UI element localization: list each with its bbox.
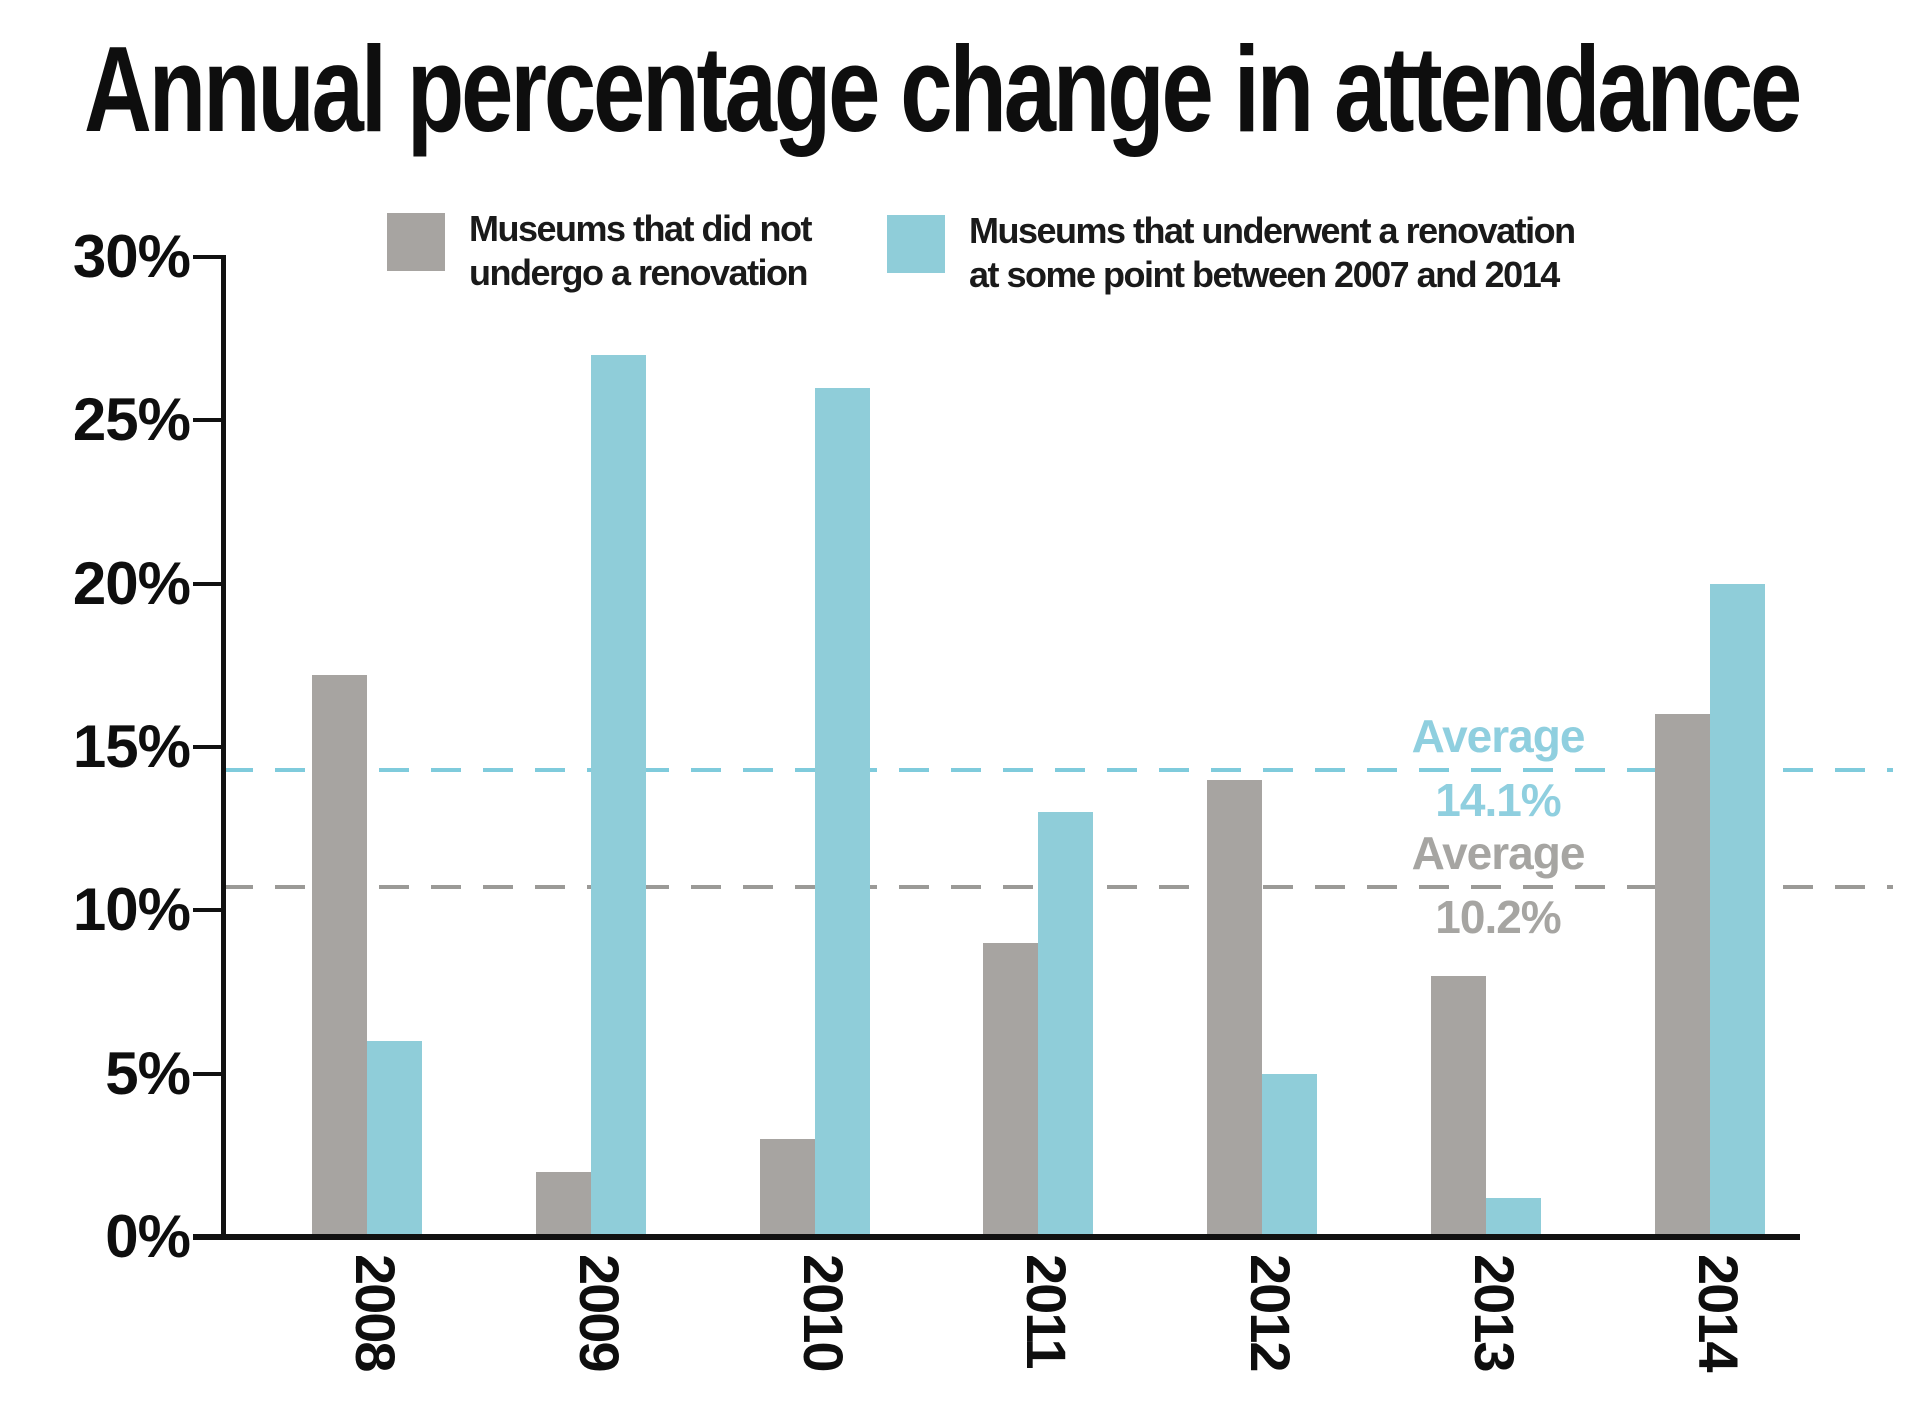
- legend-label-not-renovated: Museums that did not undergo a renovatio…: [469, 207, 813, 295]
- average-label-value: 10.2%: [1435, 891, 1561, 944]
- x-axis-label-2014: 2014: [1687, 1254, 1750, 1371]
- y-axis-tick-label: 20%: [72, 549, 191, 617]
- x-axis-label-2009: 2009: [568, 1254, 631, 1371]
- bar-2011-not_renovated: [983, 943, 1038, 1237]
- bar-2014-renovated: [1710, 584, 1765, 1237]
- average-label-value: 14.1%: [1435, 773, 1561, 826]
- average-label-text: Average: [1411, 709, 1586, 762]
- average-label-text: Average: [1411, 827, 1586, 880]
- y-axis-tick: [193, 744, 223, 749]
- y-axis-line: [221, 254, 226, 1237]
- y-axis-tick-label: 5%: [105, 1039, 191, 1107]
- bar-2011-renovated: [1038, 812, 1093, 1237]
- average-line-renovated_avg: [223, 767, 1893, 772]
- average-label-renovated_avg: Average 14.1%: [1248, 708, 1748, 828]
- x-axis-label-2008: 2008: [344, 1254, 407, 1371]
- chart-title: Annual percentage change in attendance: [84, 21, 1802, 157]
- y-axis-tick: [193, 418, 223, 423]
- x-axis-label-2013: 2013: [1463, 1254, 1526, 1371]
- bar-2012-not_renovated: [1207, 780, 1262, 1237]
- bar-2008-not_renovated: [312, 675, 367, 1237]
- x-axis-label-2010: 2010: [792, 1254, 855, 1371]
- y-axis-tick-label: 10%: [72, 876, 191, 944]
- legend-label-line: at some point between 2007 and 2014: [969, 254, 1560, 295]
- x-axis-label-2011: 2011: [1015, 1254, 1078, 1368]
- bar-2009-not_renovated: [536, 1172, 591, 1237]
- bar-2010-renovated: [815, 388, 870, 1237]
- average-label-not_renovated_avg: Average 10.2%: [1248, 825, 1748, 945]
- y-axis-tick: [193, 254, 223, 259]
- y-axis-tick: [193, 1071, 223, 1076]
- legend-swatch-renovated: [887, 215, 945, 273]
- legend-swatch-not-renovated: [387, 213, 445, 271]
- legend-label-line: Museums that underwent a renovation: [969, 210, 1576, 251]
- x-axis-line: [193, 1234, 1800, 1240]
- y-axis-tick-label: 0%: [105, 1203, 191, 1270]
- bar-2009-renovated: [591, 355, 646, 1237]
- bar-2013-renovated: [1486, 1198, 1541, 1237]
- y-axis-tick: [193, 581, 223, 586]
- x-axis-label-2012: 2012: [1239, 1254, 1302, 1371]
- legend-item-not-renovated: Museums that did not undergo a renovatio…: [387, 208, 813, 295]
- bar-2008-renovated: [367, 1041, 422, 1237]
- bar-2010-not_renovated: [760, 1139, 815, 1237]
- bar-2012-renovated: [1262, 1074, 1317, 1237]
- y-axis-tick: [193, 908, 223, 913]
- bar-2014-not_renovated: [1655, 714, 1710, 1237]
- legend-label-line: undergo a renovation: [469, 252, 809, 293]
- legend-label-line: Museums that did not: [469, 208, 813, 249]
- y-axis-tick-label: 15%: [72, 712, 191, 780]
- y-axis-tick-label: 30%: [72, 222, 191, 290]
- y-axis-tick-label: 25%: [72, 386, 191, 454]
- legend-label-renovated: Museums that underwent a renovation at s…: [969, 209, 1576, 297]
- legend-item-renovated: Museums that underwent a renovation at s…: [887, 210, 1576, 297]
- bar-2013-not_renovated: [1431, 976, 1486, 1237]
